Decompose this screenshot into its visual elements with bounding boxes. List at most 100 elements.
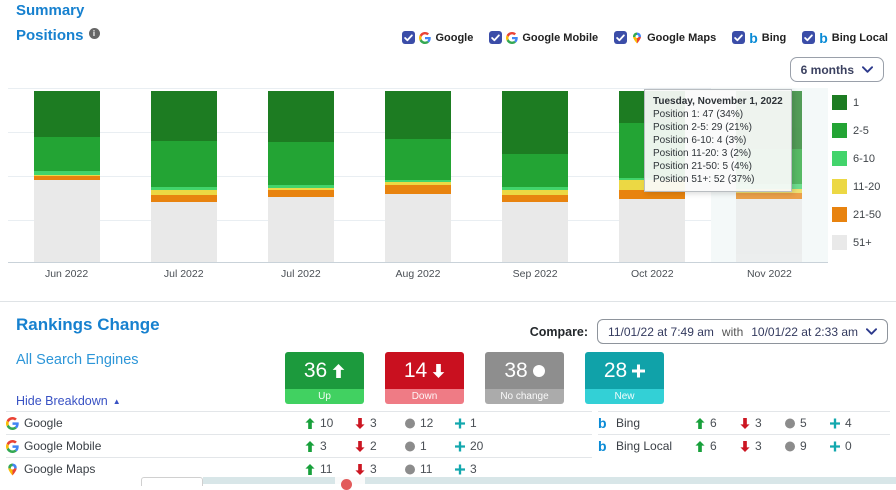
chevron-down-icon — [866, 328, 877, 335]
tooltip-line: Position 11-20: 3 (2%) — [653, 148, 752, 159]
card-value: 38 — [504, 358, 528, 382]
checkbox-checked-icon[interactable] — [732, 31, 746, 44]
segment-pos-2-5 — [267, 142, 334, 186]
segment-pos-2-5 — [33, 137, 100, 172]
page-title: Summary — [16, 2, 85, 19]
breakdown-engine-name: Bing Local — [616, 439, 673, 453]
down-arrow-icon — [740, 417, 750, 429]
positions-header: Positions i — [16, 27, 100, 44]
engine-filter-google-mobile[interactable]: Google Mobile — [489, 31, 598, 44]
segment-pos-11-20 — [33, 174, 100, 177]
checkbox-checked-icon[interactable] — [614, 31, 628, 44]
plus-icon — [455, 418, 465, 429]
compare-with: with — [721, 324, 744, 339]
x-axis-label: Oct 2022 — [630, 268, 674, 280]
legend-item-6-10[interactable]: 6-10 — [832, 151, 890, 166]
hide-breakdown-toggle[interactable]: Hide Breakdown ▲ — [16, 394, 121, 408]
checkbox-checked-icon[interactable] — [402, 31, 416, 44]
segment-pos-21-50 — [736, 192, 803, 200]
period-dropdown[interactable]: 6 months — [789, 57, 884, 82]
segment-pos-21-50 — [33, 176, 100, 180]
legend-label: 11-20 — [853, 180, 881, 193]
checkbox-checked-icon[interactable] — [802, 31, 816, 44]
bar-jul-2022-2[interactable] — [242, 88, 359, 262]
bar-sep-2022-4[interactable] — [477, 88, 594, 262]
tooltip-date: Tuesday, November 1, 2022 — [653, 96, 783, 107]
stacked-bar — [150, 91, 217, 262]
segment-pos-1 — [33, 91, 100, 138]
x-axis-label: Sep 2022 — [512, 268, 558, 280]
up-arrow-icon — [305, 417, 315, 429]
segment-pos-21-50 — [267, 190, 334, 197]
segment-pos-51- — [150, 202, 217, 262]
engine-filter-google[interactable]: Google — [402, 31, 473, 44]
stacked-bar — [502, 91, 569, 262]
engine-filter-row: Google Google Mobile Google Maps b Bing b Bing… — [402, 29, 888, 46]
down-count: 3 — [355, 416, 405, 430]
x-axis-label: Aug 2022 — [395, 268, 441, 280]
tooltip-line: Position 21-50: 5 (4%) — [653, 161, 752, 172]
circle-icon — [405, 418, 415, 429]
plus-icon — [830, 418, 840, 429]
new-count: 20 — [455, 439, 505, 453]
up-arrow-icon — [695, 417, 705, 429]
x-axis-label: Jul 2022 — [163, 268, 204, 280]
engine-filter-label: Bing Local — [831, 31, 888, 44]
no-change-count: 1 — [405, 439, 455, 453]
breakdown-row-google: Google 10 3 12 1 — [6, 411, 592, 434]
tooltip-line: Position 2-5: 29 (21%) — [653, 122, 752, 133]
rankings-cards: 36 Up 14 Down 38 No change 28 New — [285, 352, 664, 404]
card-no-change: 38 No change — [485, 352, 564, 404]
segment-pos-11-20 — [150, 190, 217, 196]
circle-icon — [785, 418, 795, 429]
up-arrow-icon — [305, 440, 315, 452]
segment-pos-2-5 — [502, 154, 569, 187]
bar-aug-2022-3[interactable] — [359, 88, 476, 262]
x-axis-label: Nov 2022 — [746, 268, 792, 280]
segment-pos-51- — [384, 193, 451, 262]
compare-row: Compare: 11/01/22 at 7:49 am with 10/01/… — [530, 319, 888, 344]
up-arrow-icon — [305, 463, 315, 475]
engine-filter-bing[interactable]: b Bing — [732, 29, 786, 46]
period-label: 6 months — [800, 62, 854, 77]
card-up: 36 Up — [285, 352, 364, 404]
segment-pos-11-20 — [267, 188, 334, 191]
breakdown-row-bing-local: b Bing Local 6 3 9 0 — [598, 434, 890, 457]
circle-icon — [532, 364, 545, 377]
maps-icon — [6, 463, 24, 476]
no-change-count: 11 — [405, 462, 455, 476]
engine-filter-bing-local[interactable]: b Bing Local — [802, 31, 888, 45]
info-icon[interactable]: i — [88, 28, 100, 39]
circle-icon — [405, 464, 415, 475]
legend-item-51-[interactable]: 51+ — [832, 235, 890, 250]
no-change-count: 12 — [405, 416, 455, 430]
bar-jun-2022-0[interactable] — [8, 88, 125, 262]
card-value: 28 — [603, 358, 628, 382]
segment-pos-1 — [267, 91, 334, 143]
bing-icon: b — [749, 29, 758, 46]
bar-jul-2022-1[interactable] — [125, 88, 242, 262]
legend-item-1[interactable]: 1 — [832, 95, 890, 110]
google-icon — [6, 416, 24, 430]
segment-pos-1 — [502, 91, 569, 155]
segment-pos-51- — [267, 196, 334, 262]
legend-label: 21-50 — [853, 208, 882, 221]
bottom-partial-box — [141, 477, 203, 486]
breakdown-engine-name: Google — [24, 416, 63, 430]
legend-item-11-20[interactable]: 11-20 — [832, 179, 890, 194]
legend-item-21-50[interactable]: 21-50 — [832, 207, 890, 222]
breakdown-row-google-mobile: Google Mobile 3 2 1 20 — [6, 434, 592, 457]
legend-swatch — [832, 235, 847, 250]
segment-pos-21-50 — [502, 195, 569, 203]
segment-pos-6-10 — [502, 186, 569, 191]
checkbox-checked-icon[interactable] — [489, 31, 503, 44]
partial-red-icon — [341, 479, 352, 490]
compare-dropdown[interactable]: 11/01/22 at 7:49 am with 10/01/22 at 2:3… — [597, 319, 888, 344]
segment-pos-51- — [619, 198, 686, 262]
breakdown-column-left: Google 10 3 12 1 Google Mobile 3 2 1 20 Google Map… — [6, 411, 592, 480]
engine-filter-google-maps[interactable]: Google Maps — [614, 31, 716, 44]
card-label: Up — [285, 389, 364, 404]
legend-item-2-5[interactable]: 2-5 — [832, 123, 890, 138]
segment-pos-51- — [736, 199, 803, 262]
breakdown-column-right: b Bing 6 3 5 4 b Bing Local 6 3 9 0 — [598, 411, 890, 457]
